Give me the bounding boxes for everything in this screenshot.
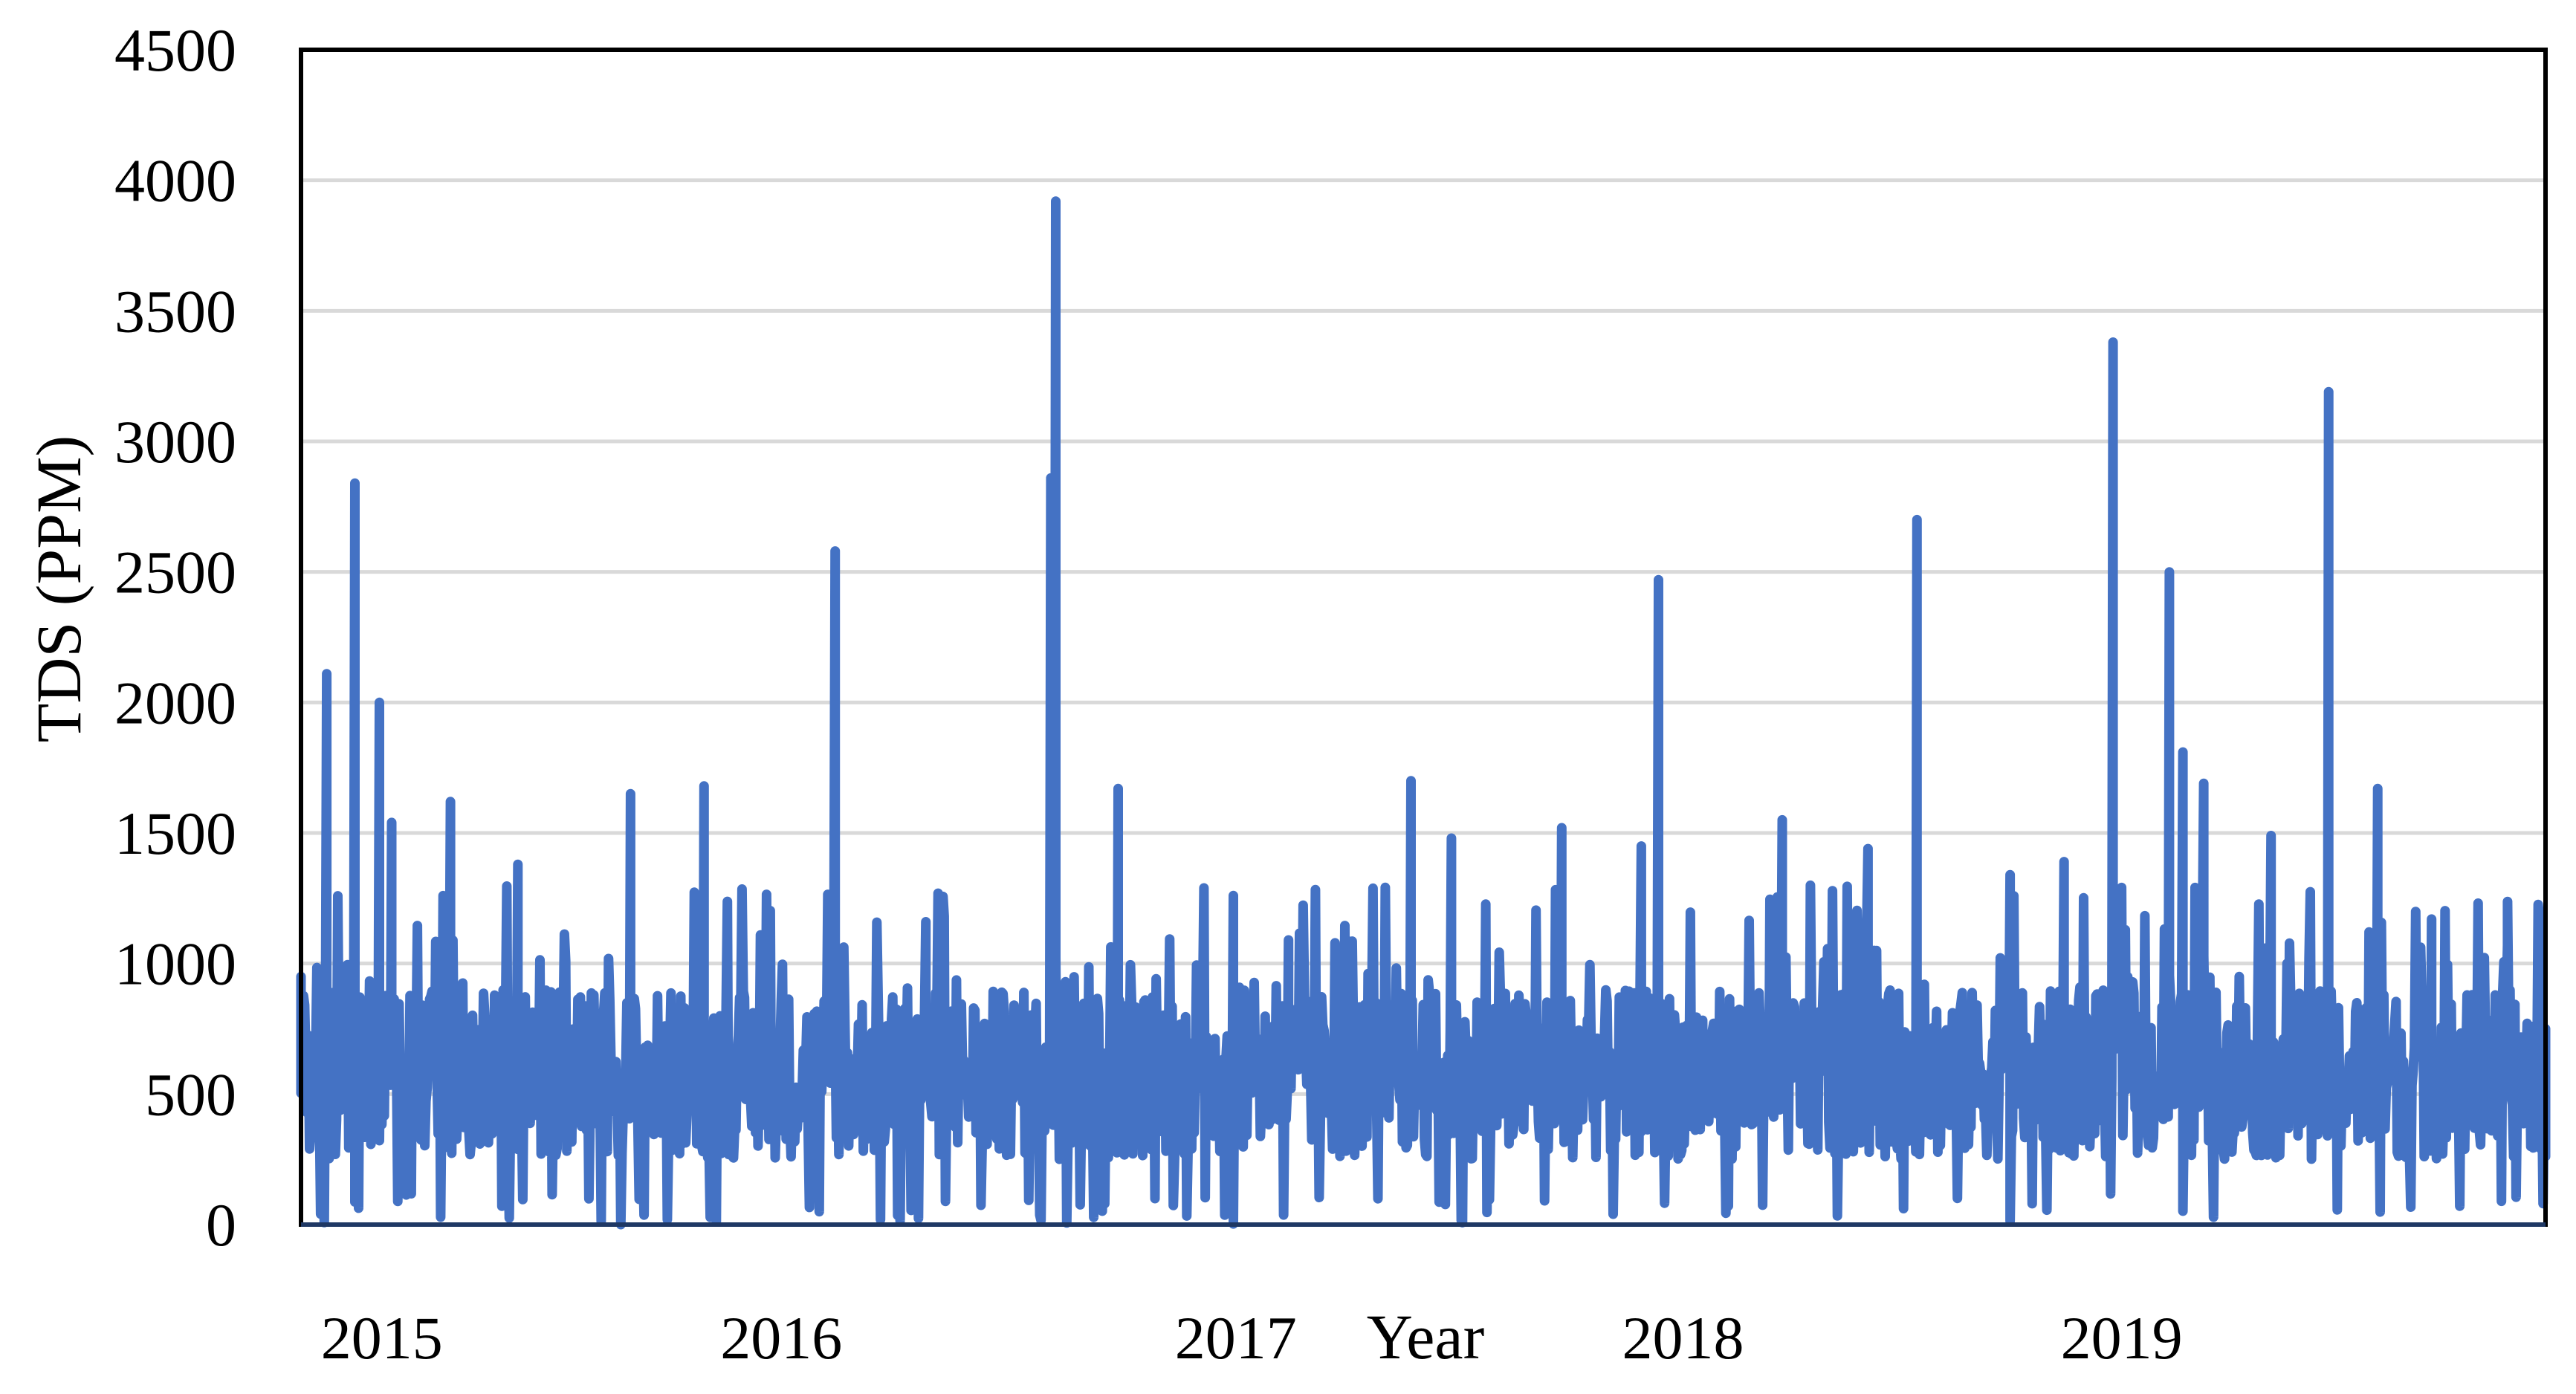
y-axis-tick-labels: 0 500 1000 1500 2000 2500 3000 3500 4000 4500 xyxy=(114,16,236,1259)
y-tick-label-3000: 3000 xyxy=(114,408,236,476)
y-tick-label-3500: 3500 xyxy=(114,277,236,345)
x-tick-label-2018: 2018 xyxy=(1622,1304,1744,1372)
x-tick-label-2019: 2019 xyxy=(2061,1304,2183,1372)
y-tick-label-1500: 1500 xyxy=(114,800,236,867)
y-tick-label-0: 0 xyxy=(206,1191,236,1259)
tds-line xyxy=(296,196,2551,1230)
tds-series xyxy=(296,196,2551,1230)
x-tick-label-2017: 2017 xyxy=(1175,1304,1297,1372)
y-tick-label-4000: 4000 xyxy=(114,147,236,215)
x-tick-label-2015: 2015 xyxy=(321,1304,443,1372)
y-axis-title: TDS (PPM) xyxy=(23,435,94,742)
y-tick-label-4500: 4500 xyxy=(114,16,236,84)
y-tick-label-1000: 1000 xyxy=(114,930,236,998)
x-tick-label-2016: 2016 xyxy=(720,1304,842,1372)
y-tick-label-2000: 2000 xyxy=(114,669,236,736)
x-axis-title: Year xyxy=(1367,1301,1484,1372)
horizontal-gridlines xyxy=(301,178,2546,1096)
x-axis-tick-labels: 2015 2016 2017 2018 2019 xyxy=(321,1304,2183,1372)
y-tick-label-500: 500 xyxy=(145,1060,236,1128)
y-tick-label-2500: 2500 xyxy=(114,539,236,606)
